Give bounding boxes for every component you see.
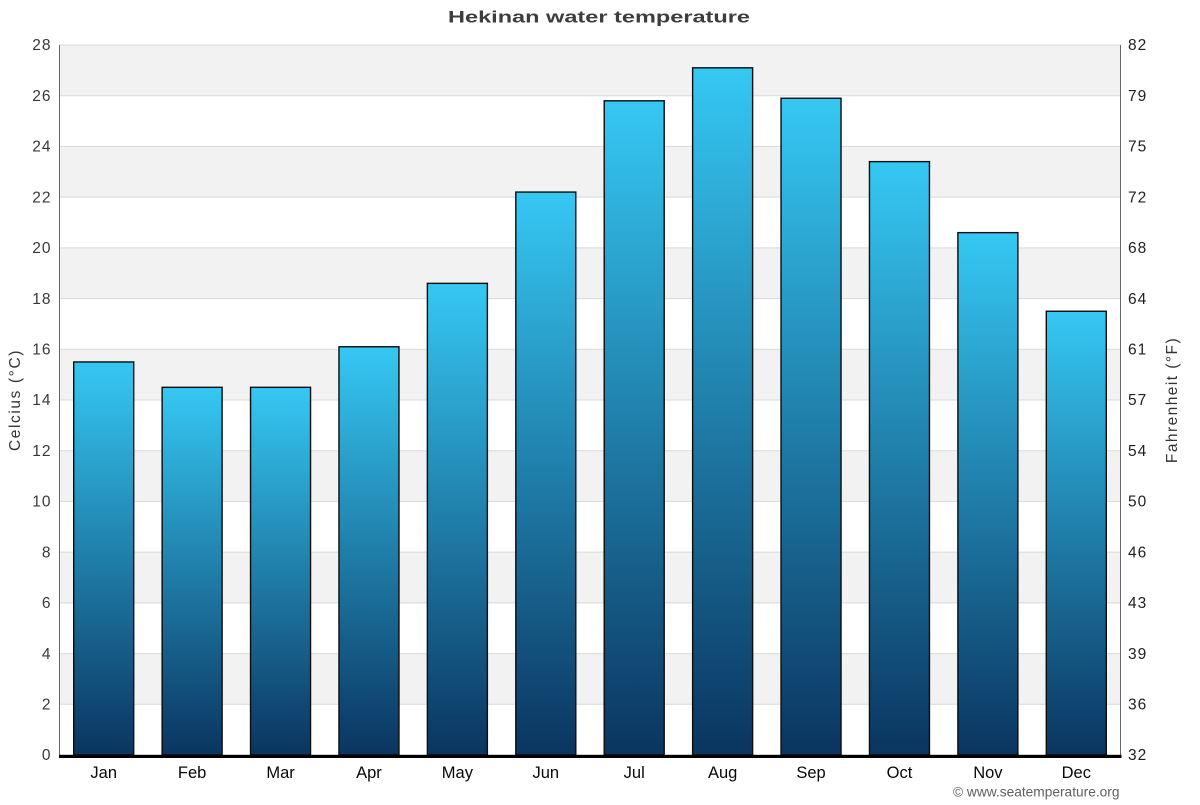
svg-text:36: 36 bbox=[1128, 696, 1147, 713]
svg-text:© www.seatemperature.org: © www.seatemperature.org bbox=[953, 783, 1120, 799]
svg-text:Dec: Dec bbox=[1062, 764, 1091, 782]
svg-text:Hekinan water temperature: Hekinan water temperature bbox=[448, 7, 750, 26]
svg-text:39: 39 bbox=[1128, 646, 1147, 663]
svg-text:68: 68 bbox=[1128, 240, 1147, 257]
svg-text:50: 50 bbox=[1128, 494, 1147, 511]
svg-text:2: 2 bbox=[42, 696, 52, 713]
svg-text:Jun: Jun bbox=[532, 764, 559, 782]
svg-text:Apr: Apr bbox=[356, 764, 382, 782]
svg-text:4: 4 bbox=[42, 646, 52, 663]
svg-text:26: 26 bbox=[32, 88, 51, 105]
svg-text:64: 64 bbox=[1128, 291, 1147, 308]
svg-text:28: 28 bbox=[32, 37, 51, 54]
svg-text:22: 22 bbox=[32, 189, 51, 206]
svg-text:16: 16 bbox=[32, 341, 51, 358]
svg-text:82: 82 bbox=[1128, 37, 1147, 54]
svg-text:0: 0 bbox=[42, 747, 52, 764]
svg-text:61: 61 bbox=[1128, 341, 1147, 358]
svg-text:32: 32 bbox=[1128, 747, 1147, 764]
svg-text:Aug: Aug bbox=[708, 764, 737, 782]
svg-text:8: 8 bbox=[42, 544, 52, 561]
svg-text:10: 10 bbox=[32, 494, 51, 511]
svg-text:Jul: Jul bbox=[624, 764, 645, 782]
svg-text:May: May bbox=[442, 764, 474, 782]
svg-text:Fahrenheit (°F): Fahrenheit (°F) bbox=[1164, 337, 1181, 463]
svg-text:57: 57 bbox=[1128, 392, 1147, 409]
svg-text:75: 75 bbox=[1128, 139, 1147, 156]
svg-text:Sep: Sep bbox=[796, 764, 825, 782]
svg-text:Jan: Jan bbox=[90, 764, 117, 782]
svg-text:46: 46 bbox=[1128, 544, 1147, 561]
svg-text:Celcius (°C): Celcius (°C) bbox=[7, 349, 24, 451]
svg-text:18: 18 bbox=[32, 291, 51, 308]
svg-text:Nov: Nov bbox=[973, 764, 1003, 782]
svg-text:14: 14 bbox=[32, 392, 51, 409]
svg-text:20: 20 bbox=[32, 240, 51, 257]
svg-text:Mar: Mar bbox=[266, 764, 295, 782]
svg-text:79: 79 bbox=[1128, 88, 1147, 105]
svg-text:6: 6 bbox=[42, 595, 52, 612]
svg-text:Feb: Feb bbox=[178, 764, 206, 782]
svg-text:54: 54 bbox=[1128, 443, 1147, 460]
svg-text:12: 12 bbox=[32, 443, 51, 460]
svg-text:43: 43 bbox=[1128, 595, 1147, 612]
svg-text:24: 24 bbox=[32, 139, 51, 156]
svg-text:72: 72 bbox=[1128, 189, 1147, 206]
svg-text:Oct: Oct bbox=[887, 764, 913, 782]
